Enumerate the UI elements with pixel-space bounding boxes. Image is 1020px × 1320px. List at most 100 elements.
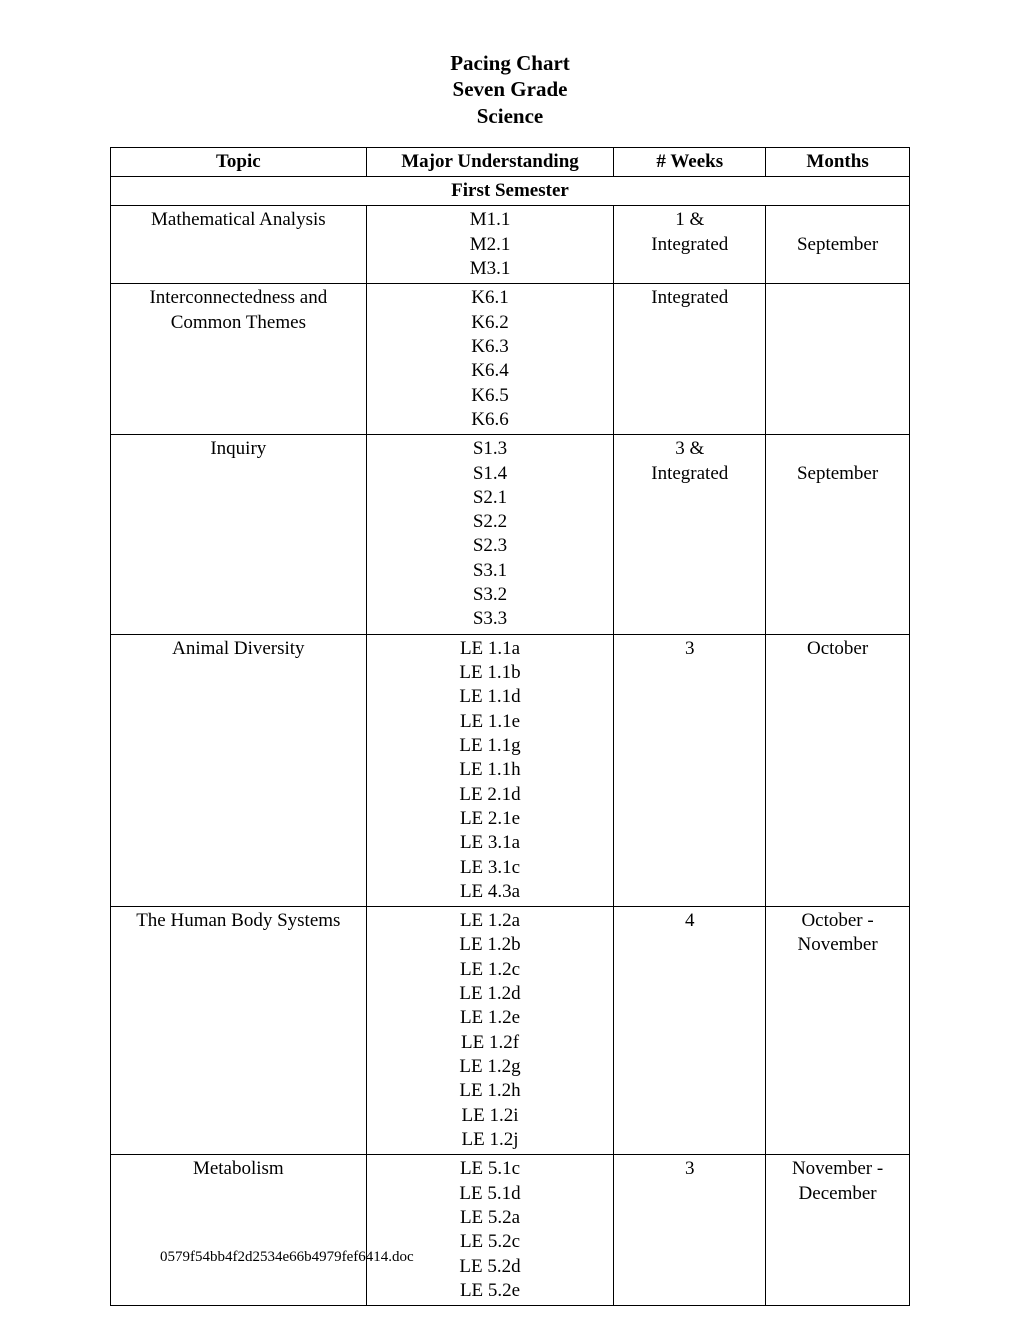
semester-label: First Semester bbox=[111, 177, 910, 206]
cell-major-line: S2.1 bbox=[373, 486, 608, 510]
cell-major-line: K6.6 bbox=[373, 408, 608, 432]
cell-topic-line: Metabolism bbox=[117, 1157, 360, 1181]
cell-major: LE 5.1cLE 5.1dLE 5.2aLE 5.2cLE 5.2dLE 5.… bbox=[366, 1155, 614, 1306]
cell-topic: Inquiry bbox=[111, 435, 367, 635]
cell-major-line: LE 1.2f bbox=[373, 1031, 608, 1055]
cell-major-line: LE 1.1d bbox=[373, 685, 608, 709]
cell-major: K6.1K6.2K6.3K6.4K6.5K6.6 bbox=[366, 284, 614, 435]
header-weeks: # Weeks bbox=[614, 147, 766, 176]
cell-weeks: Integrated bbox=[614, 284, 766, 435]
cell-major-line: LE 1.2i bbox=[373, 1104, 608, 1128]
footer-filename: 0579f54bb4f2d2534e66b4979fef6414.doc bbox=[160, 1249, 414, 1266]
cell-months-line: October - bbox=[772, 909, 903, 933]
header-major: Major Understanding bbox=[366, 147, 614, 176]
cell-topic-line: Common Themes bbox=[117, 311, 360, 335]
cell-topic-line: The Human Body Systems bbox=[117, 909, 360, 933]
cell-months: September bbox=[766, 435, 910, 635]
cell-major-line: S3.2 bbox=[373, 583, 608, 607]
header-months: Months bbox=[766, 147, 910, 176]
cell-weeks-line: Integrated bbox=[620, 286, 759, 310]
cell-major-line: LE 1.2h bbox=[373, 1079, 608, 1103]
table-row: Interconnectedness andCommon ThemesK6.1K… bbox=[111, 284, 910, 435]
cell-weeks: 1 &Integrated bbox=[614, 206, 766, 284]
cell-months-line: December bbox=[772, 1182, 903, 1206]
cell-major-line: LE 3.1a bbox=[373, 831, 608, 855]
cell-major-line: LE 1.2j bbox=[373, 1128, 608, 1152]
cell-weeks-line: 3 bbox=[620, 1157, 759, 1181]
header-topic: Topic bbox=[111, 147, 367, 176]
cell-months: November -December bbox=[766, 1155, 910, 1306]
cell-major: LE 1.1aLE 1.1bLE 1.1dLE 1.1eLE 1.1gLE 1.… bbox=[366, 634, 614, 906]
cell-topic: Metabolism bbox=[111, 1155, 367, 1306]
table-body: First Semester Mathematical AnalysisM1.1… bbox=[111, 177, 910, 1306]
cell-weeks-line: Integrated bbox=[620, 233, 759, 257]
pacing-table: Topic Major Understanding # Weeks Months… bbox=[110, 147, 910, 1306]
cell-weeks-line: 3 & bbox=[620, 437, 759, 461]
cell-major-line: LE 5.2a bbox=[373, 1206, 608, 1230]
cell-weeks-line: 4 bbox=[620, 909, 759, 933]
cell-topic-line: Mathematical Analysis bbox=[117, 208, 360, 232]
cell-months-line bbox=[772, 437, 903, 461]
table-header-row: Topic Major Understanding # Weeks Months bbox=[111, 147, 910, 176]
cell-weeks-line: 1 & bbox=[620, 208, 759, 232]
title-line-1: Pacing Chart bbox=[110, 50, 910, 76]
cell-major-line: LE 1.1h bbox=[373, 758, 608, 782]
cell-major: LE 1.2aLE 1.2bLE 1.2cLE 1.2dLE 1.2eLE 1.… bbox=[366, 907, 614, 1155]
cell-major: M1.1M2.1M3.1 bbox=[366, 206, 614, 284]
cell-topic-line: Inquiry bbox=[117, 437, 360, 461]
title-line-2: Seven Grade bbox=[110, 76, 910, 102]
table-row: InquiryS1.3S1.4S2.1S2.2S2.3S3.1S3.2S3.33… bbox=[111, 435, 910, 635]
cell-major-line: LE 5.1d bbox=[373, 1182, 608, 1206]
cell-major-line: LE 2.1d bbox=[373, 783, 608, 807]
cell-major-line: LE 1.1e bbox=[373, 710, 608, 734]
cell-major-line: S2.3 bbox=[373, 534, 608, 558]
title-line-3: Science bbox=[110, 103, 910, 129]
cell-major-line: LE 1.1a bbox=[373, 637, 608, 661]
cell-months-line bbox=[772, 208, 903, 232]
cell-weeks-line: Integrated bbox=[620, 462, 759, 486]
cell-major-line: K6.2 bbox=[373, 311, 608, 335]
cell-major-line: S1.4 bbox=[373, 462, 608, 486]
cell-major-line: LE 1.2g bbox=[373, 1055, 608, 1079]
cell-months-line: September bbox=[772, 233, 903, 257]
cell-major-line: K6.3 bbox=[373, 335, 608, 359]
cell-major-line: LE 2.1e bbox=[373, 807, 608, 831]
cell-topic: The Human Body Systems bbox=[111, 907, 367, 1155]
cell-major-line: LE 1.2e bbox=[373, 1006, 608, 1030]
table-row: MetabolismLE 5.1cLE 5.1dLE 5.2aLE 5.2cLE… bbox=[111, 1155, 910, 1306]
cell-months-line: November bbox=[772, 933, 903, 957]
document-page: Pacing Chart Seven Grade Science Topic M… bbox=[0, 0, 1020, 1320]
cell-major-line: LE 5.2e bbox=[373, 1279, 608, 1303]
cell-weeks: 4 bbox=[614, 907, 766, 1155]
cell-major-line: LE 4.3a bbox=[373, 880, 608, 904]
cell-topic: Interconnectedness andCommon Themes bbox=[111, 284, 367, 435]
cell-major-line: LE 1.2a bbox=[373, 909, 608, 933]
cell-major-line: M3.1 bbox=[373, 257, 608, 281]
cell-major-line: LE 1.1b bbox=[373, 661, 608, 685]
cell-weeks-line: 3 bbox=[620, 637, 759, 661]
cell-weeks: 3 bbox=[614, 634, 766, 906]
cell-months: October -November bbox=[766, 907, 910, 1155]
cell-major-line: LE 1.2b bbox=[373, 933, 608, 957]
cell-topic: Mathematical Analysis bbox=[111, 206, 367, 284]
page-title: Pacing Chart Seven Grade Science bbox=[110, 50, 910, 129]
cell-weeks: 3 &Integrated bbox=[614, 435, 766, 635]
cell-topic-line: Animal Diversity bbox=[117, 637, 360, 661]
cell-months-line: November - bbox=[772, 1157, 903, 1181]
cell-major-line: LE 1.1g bbox=[373, 734, 608, 758]
cell-major: S1.3S1.4S2.1S2.2S2.3S3.1S3.2S3.3 bbox=[366, 435, 614, 635]
cell-major-line: M2.1 bbox=[373, 233, 608, 257]
table-row: Animal DiversityLE 1.1aLE 1.1bLE 1.1dLE … bbox=[111, 634, 910, 906]
cell-topic: Animal Diversity bbox=[111, 634, 367, 906]
cell-months-line: September bbox=[772, 462, 903, 486]
cell-months bbox=[766, 284, 910, 435]
cell-major-line: S3.1 bbox=[373, 559, 608, 583]
cell-major-line: S3.3 bbox=[373, 607, 608, 631]
cell-months: October bbox=[766, 634, 910, 906]
table-row: Mathematical AnalysisM1.1M2.1M3.11 &Inte… bbox=[111, 206, 910, 284]
cell-major-line: LE 1.2d bbox=[373, 982, 608, 1006]
cell-weeks: 3 bbox=[614, 1155, 766, 1306]
cell-major-line: K6.1 bbox=[373, 286, 608, 310]
cell-major-line: S1.3 bbox=[373, 437, 608, 461]
semester-row: First Semester bbox=[111, 177, 910, 206]
